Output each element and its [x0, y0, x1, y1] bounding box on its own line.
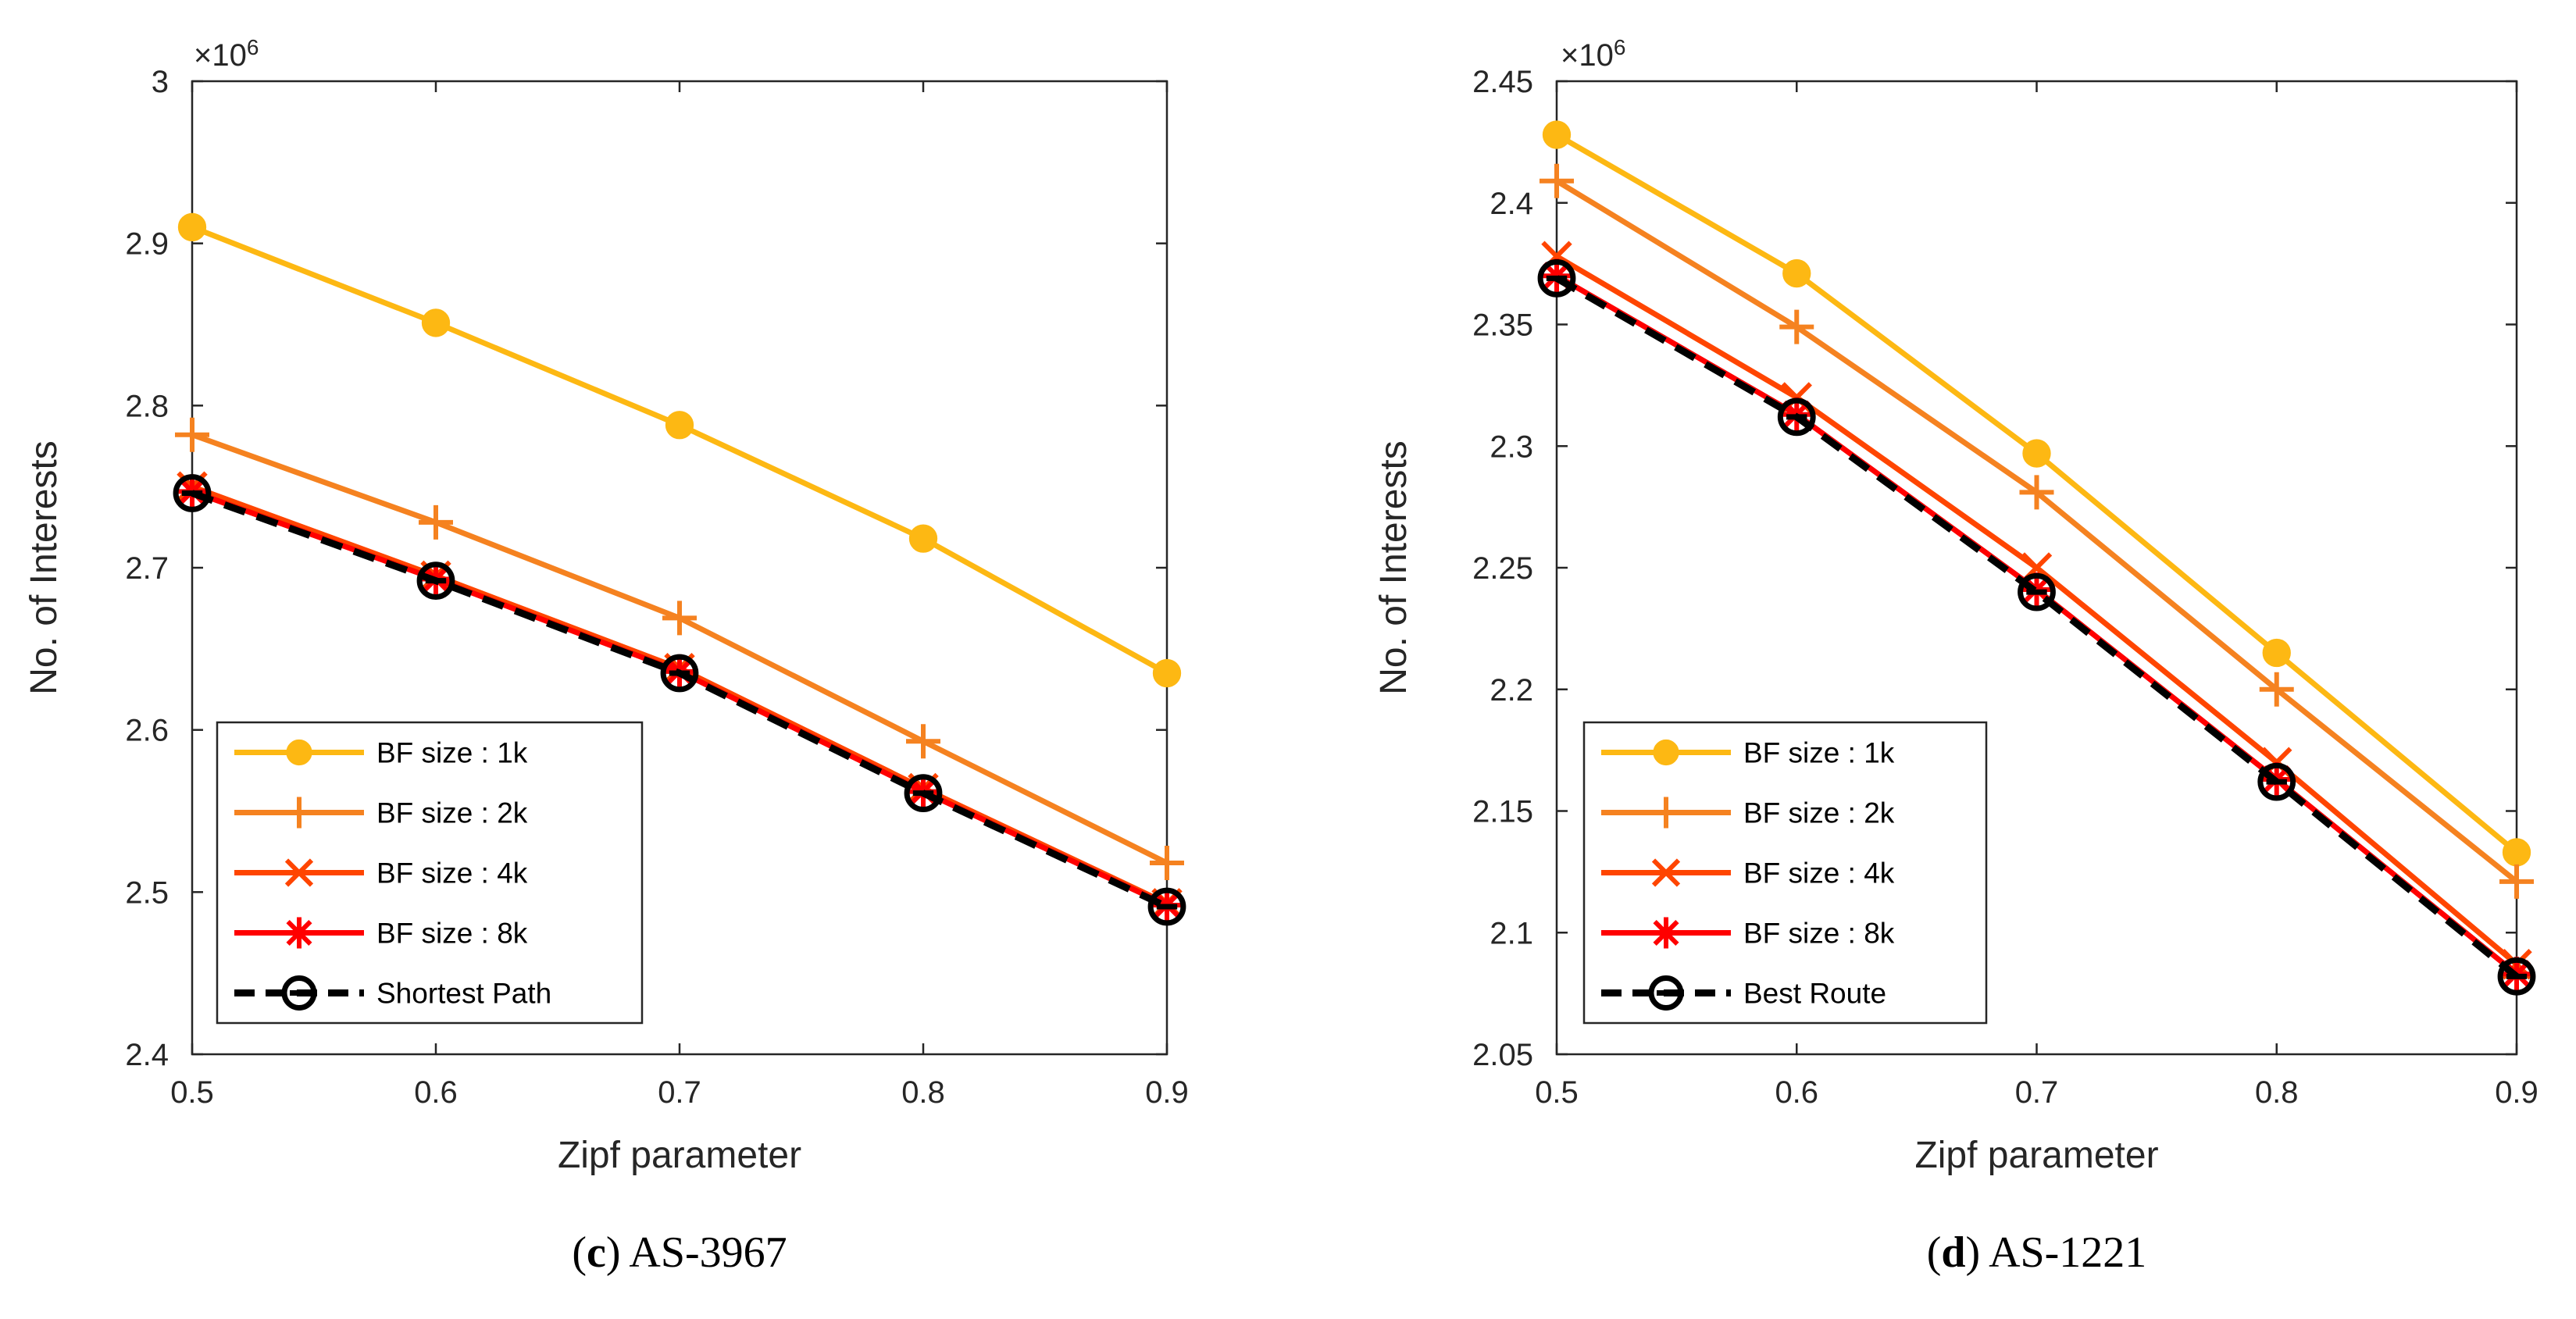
plus-marker — [1650, 797, 1682, 829]
legend-entry: BF size : 1k — [376, 737, 528, 769]
circle-minus-marker — [660, 654, 699, 693]
caption-letter: d — [1941, 1228, 1965, 1277]
y-tick-label: 2.25 — [1472, 551, 1533, 586]
caption-text: AS-1221 — [1980, 1228, 2146, 1277]
y-tick-label: 3 — [152, 65, 169, 99]
legend: BF size : 1k BF size : 2k BF size : 4k BF s… — [216, 721, 644, 1025]
x-tick-label: 0.6 — [1775, 1075, 1818, 1110]
circle-minus-marker — [2018, 572, 2056, 611]
y-tick-label: 2.35 — [1472, 308, 1533, 343]
circle-minus-marker — [416, 561, 455, 601]
y-tick-label: 2.4 — [125, 1038, 169, 1072]
plus-marker — [1779, 309, 1814, 344]
x-tick-label: 0.5 — [1535, 1075, 1579, 1110]
y-axis-label: No. of Interests — [23, 440, 65, 694]
plus-marker — [1540, 163, 1574, 198]
plus-marker — [662, 601, 697, 636]
circle-minus-marker — [173, 474, 212, 512]
circle-marker — [177, 212, 207, 242]
caption: (c) AS-3967 — [572, 1228, 787, 1277]
x-tick-label: 0.5 — [170, 1075, 214, 1110]
circle-minus-marker — [2497, 957, 2536, 996]
legend-entry: BF size : 2k — [376, 797, 528, 829]
circle-marker — [2022, 439, 2051, 468]
plus-marker — [1150, 845, 1184, 880]
legend-entry: BF size : 1k — [1743, 737, 1895, 769]
x-tick-label: 0.8 — [2255, 1075, 2299, 1110]
x-tick-label: 0.8 — [901, 1075, 945, 1110]
caption-text: AS-3967 — [621, 1228, 787, 1277]
legend: BF size : 1k BF size : 2k BF size : 4k BF s… — [1582, 721, 1988, 1025]
x-tick-label: 0.9 — [1145, 1075, 1189, 1110]
y-tick-label: 2.45 — [1472, 65, 1533, 99]
circle-marker — [286, 739, 312, 766]
y-tick-label: 2.9 — [125, 227, 169, 262]
circle-minus-marker — [1537, 258, 1576, 298]
circle-minus-marker — [2257, 762, 2296, 801]
x-marker — [284, 858, 314, 887]
y-tick-label: 2.1 — [1490, 916, 1533, 950]
circle-marker — [421, 308, 451, 337]
circle-minus-marker — [1147, 887, 1186, 926]
x-tick-label: 0.7 — [658, 1075, 701, 1110]
circle-minus-marker — [1648, 975, 1684, 1011]
legend-entry: BF size : 2k — [1743, 797, 1895, 829]
star-marker — [1650, 917, 1682, 949]
x-tick-label: 0.7 — [2015, 1075, 2059, 1110]
y-tick-label: 2.2 — [1490, 673, 1533, 708]
x-tick-label: 0.6 — [414, 1075, 458, 1110]
circle-minus-marker — [281, 975, 317, 1011]
x-tick-label: 0.9 — [2495, 1075, 2539, 1110]
plus-marker — [175, 417, 209, 452]
caption: (d) AS-1221 — [1927, 1228, 2147, 1277]
y-tick-label: 2.15 — [1472, 795, 1533, 829]
circle-marker — [2502, 838, 2531, 867]
x-axis-label: Zipf parameter — [1914, 1135, 2158, 1176]
plot-marks: 0.5 0.6 0.7 0.8 0.9 2.05 2.1 2.15 2.2 2.25 2.3 2.35… — [1472, 65, 2539, 1110]
y-tick-label: 2.4 — [1490, 187, 1533, 221]
circle-minus-marker — [904, 774, 943, 813]
chart-panel-c: 0.5 0.6 0.7 0.8 0.9 2.4 2.5 2.6 2.7 2.8 2.9 3 BF siz… — [23, 35, 1189, 1277]
plus-marker — [906, 724, 940, 759]
plus-marker — [419, 504, 453, 540]
circle-marker — [1653, 739, 1679, 766]
y-axis-label: No. of Interests — [1373, 440, 1415, 694]
caption-letter: c — [587, 1228, 606, 1277]
x-marker — [1651, 858, 1681, 887]
y-tick-label: 2.3 — [1490, 430, 1533, 464]
circle-minus-marker — [1777, 397, 1816, 437]
plot-marks: 0.5 0.6 0.7 0.8 0.9 2.4 2.5 2.6 2.7 2.8 2.9 3 BF siz… — [125, 65, 1188, 1110]
x-axis-label: Zipf parameter — [558, 1135, 801, 1176]
legend-entry: BF size : 4k — [1743, 857, 1895, 889]
exponent-label: ×106 — [1561, 35, 1625, 73]
circle-marker — [908, 524, 938, 553]
legend-entry: Shortest Path — [376, 978, 551, 1010]
star-marker — [284, 917, 315, 949]
circle-marker — [1542, 120, 1572, 149]
plus-marker — [2019, 475, 2054, 510]
plus-marker — [2259, 672, 2294, 707]
circle-marker — [1152, 658, 1182, 688]
y-tick-label: 2.5 — [125, 875, 169, 910]
circle-marker — [665, 411, 694, 440]
chart-panel-d: 0.5 0.6 0.7 0.8 0.9 2.05 2.1 2.15 2.2 2.25 2.3 2.35… — [1373, 35, 2539, 1277]
y-tick-label: 2.7 — [125, 551, 169, 586]
legend-entry: BF size : 8k — [1743, 918, 1895, 950]
plus-marker — [2499, 864, 2534, 899]
legend-entry: BF size : 8k — [376, 918, 528, 950]
circle-marker — [1782, 258, 1811, 288]
y-tick-label: 2.8 — [125, 389, 169, 423]
y-tick-label: 2.05 — [1472, 1038, 1533, 1072]
legend-entry: Best Route — [1743, 978, 1886, 1010]
exponent-label: ×106 — [194, 35, 259, 73]
circle-marker — [2262, 638, 2291, 668]
y-tick-label: 2.6 — [125, 714, 169, 748]
plus-marker — [284, 797, 315, 829]
legend-entry: BF size : 4k — [376, 857, 528, 889]
series-line-5 — [1554, 275, 2519, 979]
